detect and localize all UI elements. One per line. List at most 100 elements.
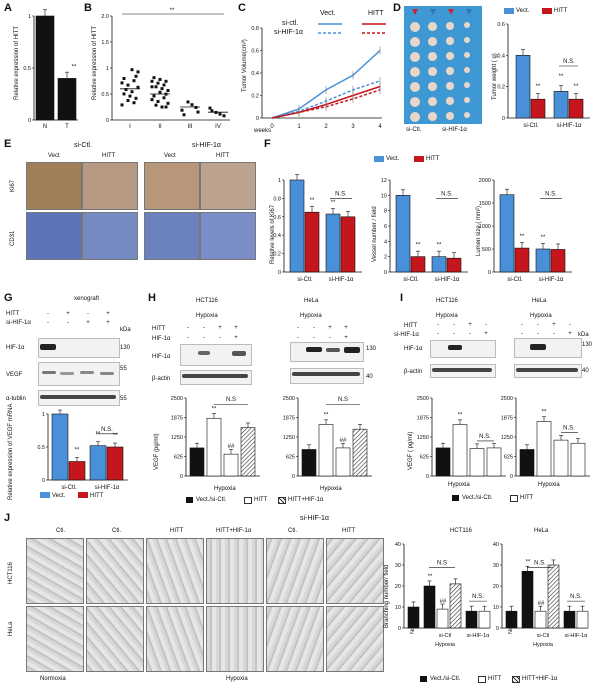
tumor-marker-arrow	[448, 9, 454, 15]
i-sign-hct: -	[437, 331, 439, 337]
panel-label-d: D	[393, 2, 401, 14]
panel-label-b: B	[84, 2, 92, 14]
i-hela-bar	[519, 449, 535, 477]
b-point	[120, 103, 124, 107]
f2-ytick-label: 2	[384, 255, 387, 261]
c-ytick-label: 0.8	[251, 26, 259, 32]
i-sign-hela: -	[553, 331, 555, 337]
g-sig-ns: N.S.	[101, 427, 113, 433]
b-ytick-label: 1	[106, 66, 109, 72]
a-sig: **	[72, 64, 77, 70]
h-marker-40: 40	[366, 374, 373, 380]
j2-bar	[534, 610, 547, 629]
g-sign: -	[47, 320, 49, 326]
j-legend-3: HITT+HIF-1α	[522, 676, 558, 682]
h-sig: ##	[228, 444, 235, 450]
g-sign: +	[86, 320, 90, 326]
b-point	[166, 101, 170, 105]
g-bar-hitt	[68, 461, 86, 481]
j1-ytick-label: 10	[395, 605, 401, 611]
b-point	[156, 81, 160, 85]
g-legend-hitt-swatch	[78, 492, 88, 498]
f2-ylabel: Vessel number / field	[372, 206, 378, 262]
i-sig-ns: N.S.	[563, 425, 575, 431]
h-hela-bar	[301, 449, 317, 477]
c-legend-header-vect: Vect.	[320, 10, 336, 17]
tumor-sample	[410, 97, 420, 107]
tumor-sample	[464, 37, 471, 44]
f3-bar-hitt	[550, 249, 566, 273]
i-sign-hct: -	[437, 322, 439, 328]
tumor-sample	[464, 112, 471, 119]
h-row-hif: HIF-1α	[152, 336, 171, 342]
f1-bar-hitt	[304, 211, 320, 273]
i-sig: **	[542, 409, 547, 415]
h-sign-hela: +	[344, 325, 348, 331]
f3-ylabel: Lumen size ( mm²)	[476, 205, 482, 256]
c-legend-header-hitt: HITT	[368, 10, 384, 17]
h-hela-ytick-label: 1875	[283, 416, 295, 422]
f-legend-hitt-swatch	[414, 156, 424, 162]
tumor-sample	[446, 67, 454, 75]
f2-ytick-label: 8	[384, 209, 387, 215]
g-legend-hitt: HITT	[90, 493, 104, 499]
f-sig: **	[541, 235, 546, 241]
b-xtick: II	[158, 124, 162, 130]
tumor-sample	[428, 112, 437, 121]
f1-ytick-label: 1	[278, 178, 281, 184]
panel-label-e: E	[4, 138, 12, 150]
j-sig-ns: N.S	[437, 561, 447, 567]
f-sig-ns: N.S.	[335, 191, 347, 197]
b-point	[134, 96, 138, 100]
f-sig: **	[520, 234, 525, 240]
i-sign-hct: -	[485, 322, 487, 328]
j-xtick-sihif: si-HIF-1α	[467, 633, 491, 639]
b-point	[136, 85, 140, 89]
g-bar-vect	[89, 445, 107, 481]
g-band-hif	[40, 344, 56, 350]
g-ytick-label: 0	[42, 478, 45, 484]
d-ytick-label: 0.4	[497, 53, 505, 59]
b-point	[158, 77, 162, 81]
h-sign-hela: -	[313, 325, 315, 331]
tumor-sample	[410, 82, 420, 92]
i-sign-hela: -	[569, 322, 571, 328]
h-band-hela-4	[344, 347, 360, 353]
i-xlabel-1: Hypoxia	[448, 482, 470, 488]
f1-xtick: si-HIF-1α	[329, 277, 354, 283]
h-band-actin-hela	[292, 372, 360, 376]
f2-ytick-label: 6	[384, 224, 387, 230]
d-sig: **	[574, 84, 579, 90]
tumor-sample	[428, 52, 437, 61]
f2-ytick-label: 0	[384, 270, 387, 276]
j-image-hela-4	[206, 606, 264, 672]
i-hct-ytick-label: 1875	[417, 416, 429, 422]
j-legend-1: Vect./si-Ctl.	[430, 676, 461, 682]
f2-bar-hitt	[446, 257, 462, 273]
b-point	[134, 74, 138, 78]
i-sign-hela: -	[521, 331, 523, 337]
b-ytick-label: 1.5	[101, 40, 109, 46]
h-blot-hif-hct	[180, 344, 252, 366]
g-xtick: si-Ctl.	[61, 485, 77, 491]
g-band-vegf-4	[100, 372, 114, 375]
j-xtick-sictl: si-Ctl	[439, 633, 452, 639]
a-xtick-t: T	[65, 124, 69, 130]
b-point	[150, 79, 154, 83]
j-col-3: HITT	[170, 528, 184, 534]
h-xlabel-2: Hypoxia	[320, 486, 342, 492]
h-hela-ytick-label: 625	[286, 455, 295, 461]
b-ytick-label: 2.0	[101, 14, 109, 20]
f-sig: **	[331, 200, 336, 206]
g-ytick-label: 0.5	[37, 445, 45, 451]
j2-bar	[576, 610, 589, 629]
i-sig-ns: N.S.	[479, 434, 491, 440]
i-hela-ytick-label: 1250	[501, 435, 513, 441]
i-band-actin-hela	[516, 368, 578, 372]
i-marker-40: 40	[582, 368, 589, 374]
f2-ytick-label: 4	[384, 239, 387, 245]
h-sign-hct: -	[187, 335, 189, 341]
i-row-sihif: si-HIF-1α	[394, 332, 419, 338]
h-sign-hct: -	[219, 335, 221, 341]
h-sign-hela: +	[328, 325, 332, 331]
